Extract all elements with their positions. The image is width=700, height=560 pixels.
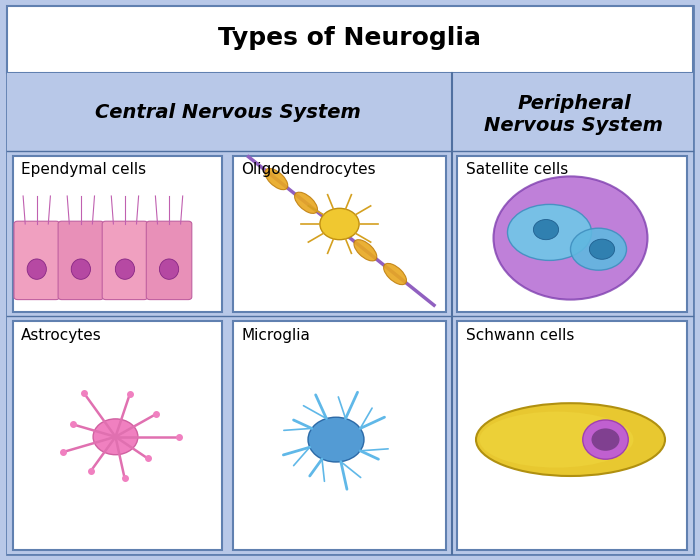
Ellipse shape	[324, 216, 347, 237]
Text: Schwann cells: Schwann cells	[466, 328, 574, 343]
Ellipse shape	[384, 263, 407, 284]
Circle shape	[533, 220, 559, 240]
Circle shape	[93, 419, 138, 455]
Circle shape	[320, 208, 359, 240]
FancyBboxPatch shape	[13, 156, 222, 312]
FancyBboxPatch shape	[457, 321, 687, 550]
Text: Microglia: Microglia	[241, 328, 310, 343]
FancyBboxPatch shape	[102, 221, 148, 300]
Text: Ependymal cells: Ependymal cells	[21, 162, 146, 178]
FancyBboxPatch shape	[58, 221, 104, 300]
Ellipse shape	[27, 259, 46, 279]
Ellipse shape	[354, 240, 377, 261]
FancyBboxPatch shape	[13, 321, 222, 550]
Ellipse shape	[494, 176, 648, 300]
FancyBboxPatch shape	[233, 156, 446, 312]
Ellipse shape	[160, 259, 178, 279]
Ellipse shape	[570, 228, 626, 270]
Ellipse shape	[476, 403, 665, 476]
Text: Central Nervous System: Central Nervous System	[94, 102, 360, 122]
Text: Satellite cells: Satellite cells	[466, 162, 568, 178]
FancyBboxPatch shape	[233, 321, 446, 550]
FancyBboxPatch shape	[457, 156, 687, 312]
Text: Oligodendrocytes: Oligodendrocytes	[241, 162, 376, 178]
FancyBboxPatch shape	[7, 6, 693, 73]
Ellipse shape	[265, 169, 288, 190]
FancyBboxPatch shape	[14, 221, 60, 300]
Circle shape	[589, 239, 615, 259]
Circle shape	[308, 417, 364, 462]
Text: Types of Neuroglia: Types of Neuroglia	[218, 26, 482, 50]
FancyBboxPatch shape	[146, 221, 192, 300]
Ellipse shape	[295, 192, 317, 213]
FancyBboxPatch shape	[7, 6, 693, 554]
Text: Astrocytes: Astrocytes	[21, 328, 102, 343]
Ellipse shape	[71, 259, 90, 279]
Ellipse shape	[508, 204, 592, 260]
Text: Peripheral
Nervous System: Peripheral Nervous System	[484, 94, 664, 136]
Circle shape	[592, 428, 620, 451]
Ellipse shape	[480, 412, 634, 468]
Ellipse shape	[582, 420, 629, 459]
FancyBboxPatch shape	[7, 73, 693, 554]
Ellipse shape	[116, 259, 134, 279]
